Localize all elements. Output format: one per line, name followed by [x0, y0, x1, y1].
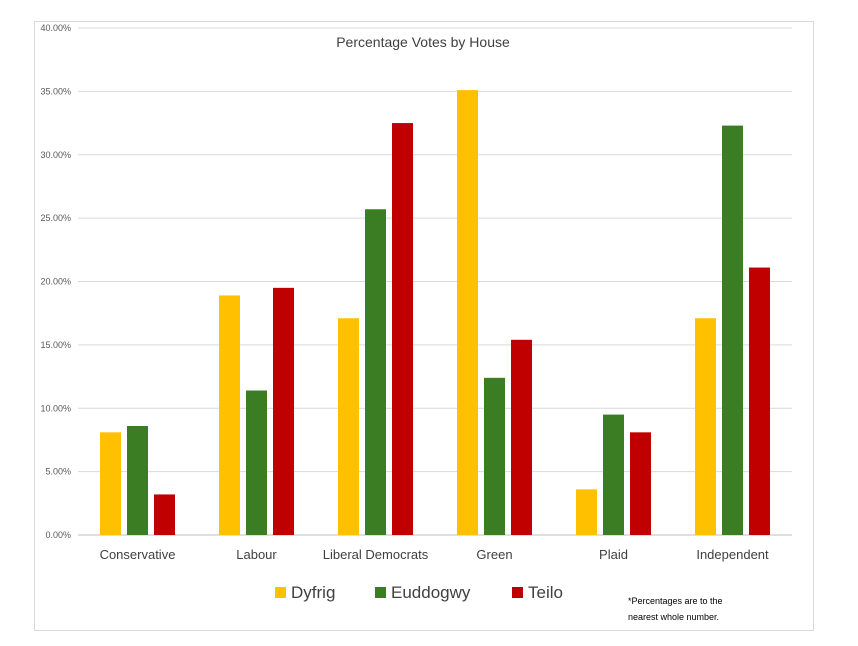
legend-swatch-euddogwy: [375, 587, 386, 598]
legend-label-euddogwy: Euddogwy: [391, 583, 471, 602]
bar-euddogwy-liberal-democrats: [365, 209, 386, 535]
bar-euddogwy-independent: [722, 125, 743, 535]
x-tick-label: Independent: [696, 547, 769, 562]
x-tick-label: Green: [476, 547, 512, 562]
x-axis: Conservative Labour Liberal Democrats Green…: [100, 547, 769, 562]
bar-dyfrig-plaid: [576, 489, 597, 535]
bar-dyfrig-green: [457, 90, 478, 536]
bar-dyfrig-conservative: [100, 432, 121, 535]
x-tick-label: Liberal Democrats: [323, 547, 429, 562]
bar-dyfrig-labour: [219, 295, 240, 535]
bar-teilo-plaid: [630, 432, 651, 535]
bar-euddogwy-conservative: [127, 425, 148, 535]
bar-euddogwy-plaid: [603, 414, 624, 535]
y-tick-label: 15.00%: [40, 340, 71, 350]
bar-teilo-conservative: [154, 494, 175, 535]
y-tick-label: 10.00%: [40, 403, 71, 413]
y-tick-label: 5.00%: [45, 467, 71, 477]
bar-euddogwy-labour: [246, 390, 267, 535]
chart-title: Percentage Votes by House: [336, 34, 510, 50]
bar-dyfrig-liberal-democrats: [338, 318, 359, 535]
bar-teilo-green: [511, 339, 532, 535]
gridlines: [78, 27, 792, 536]
legend-swatch-dyfrig: [275, 587, 286, 598]
y-tick-label: 20.00%: [40, 277, 71, 287]
legend: Dyfrig Euddogwy Teilo: [275, 583, 563, 602]
legend-label-teilo: Teilo: [528, 583, 563, 602]
y-tick-label: 25.00%: [40, 213, 71, 223]
y-tick-label: 40.00%: [40, 23, 71, 33]
footnote-line-2: nearest whole number.: [628, 612, 719, 622]
y-tick-label: 0.00%: [45, 530, 71, 540]
bar-dyfrig-independent: [695, 318, 716, 535]
y-axis-ticks: 0.00% 5.00% 10.00% 15.00% 20.00% 25.00% 30.00%…: [40, 23, 71, 540]
bar-teilo-liberal-democrats: [392, 123, 413, 535]
y-tick-label: 30.00%: [40, 150, 71, 160]
bar-teilo-labour: [273, 287, 294, 535]
footnote-line-1: *Percentages are to the: [628, 596, 723, 606]
x-tick-label: Plaid: [599, 547, 628, 562]
bar-euddogwy-green: [484, 377, 505, 535]
x-tick-label: Conservative: [100, 547, 176, 562]
y-tick-label: 35.00%: [40, 86, 71, 96]
x-tick-label: Labour: [236, 547, 277, 562]
bar-teilo-independent: [749, 267, 770, 535]
legend-swatch-teilo: [512, 587, 523, 598]
legend-label-dyfrig: Dyfrig: [291, 583, 335, 602]
bar-series: [100, 90, 770, 536]
